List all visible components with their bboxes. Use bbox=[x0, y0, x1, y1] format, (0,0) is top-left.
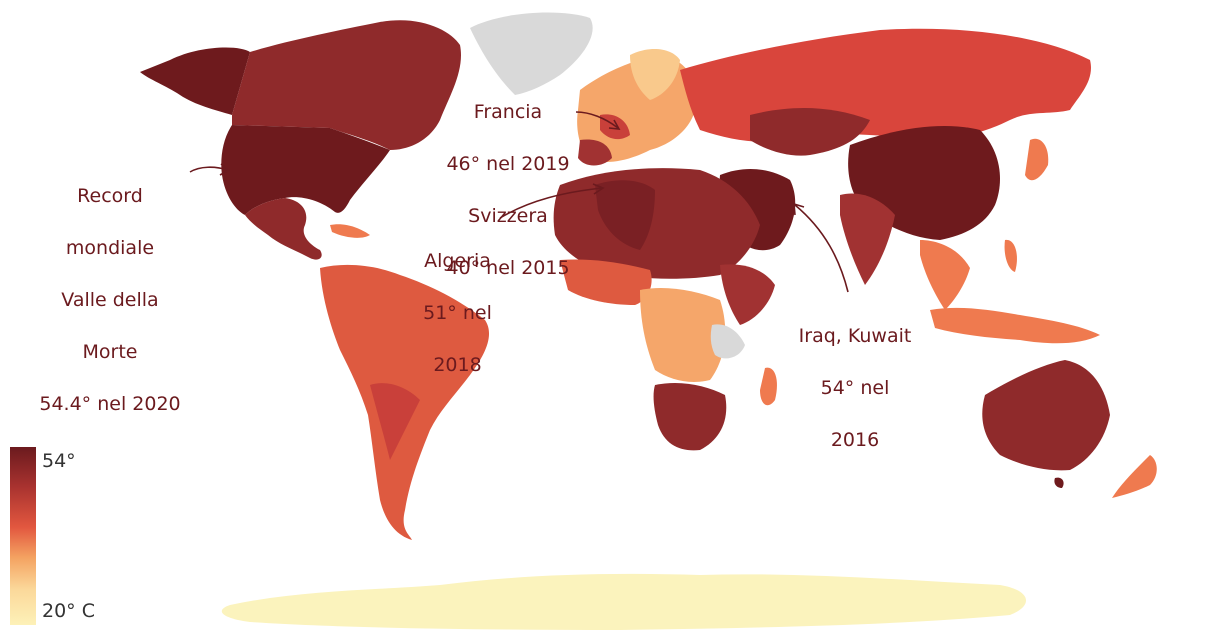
arrow-usa bbox=[189, 166, 229, 173]
tanzania-nodata bbox=[710, 324, 745, 359]
annotation-algeria-line-1: Algeria bbox=[424, 250, 491, 272]
annotation-algeria-line-3: 2018 bbox=[433, 354, 482, 376]
color-legend-bar bbox=[10, 447, 36, 625]
tasmania bbox=[1054, 477, 1064, 488]
australia bbox=[982, 360, 1110, 471]
southern-africa bbox=[653, 383, 727, 451]
annotation-algeria: Algeria 51° nel 2018 bbox=[400, 222, 515, 404]
annotation-algeria-line-2: 51° nel bbox=[423, 302, 492, 324]
annotation-iraq: Iraq, Kuwait 54° nel 2016 bbox=[785, 297, 925, 479]
arrow-algeria bbox=[499, 187, 603, 219]
legend-min-label: 20° C bbox=[42, 600, 95, 622]
brazil-darker bbox=[370, 383, 420, 460]
annotation-usa-line-5: 54.4° nel 2020 bbox=[39, 393, 181, 415]
india bbox=[840, 193, 895, 285]
japan bbox=[1025, 138, 1049, 181]
legend-max-label: 54° bbox=[42, 450, 76, 472]
se-asia bbox=[920, 240, 970, 310]
arrowhead-iraq bbox=[793, 202, 805, 216]
madagascar bbox=[760, 367, 777, 406]
annotation-europe-line-3: Svizzera bbox=[468, 205, 548, 227]
annotation-usa-line-4: Morte bbox=[82, 341, 138, 363]
usa bbox=[221, 125, 390, 215]
annotation-arrows bbox=[189, 111, 849, 293]
greenland bbox=[470, 12, 593, 96]
central-asia bbox=[750, 108, 870, 156]
scandinavia bbox=[630, 48, 680, 100]
annotation-usa-line-3: Valle della bbox=[61, 289, 159, 311]
antarctica bbox=[221, 573, 1027, 630]
annotation-iraq-line-3: 2016 bbox=[830, 429, 880, 451]
arrow-iraq bbox=[794, 204, 849, 293]
arrowhead-usa bbox=[219, 163, 231, 176]
annotation-iraq-line-2: 54° nel bbox=[820, 377, 890, 399]
annotation-europe-line-4: 40° nel 2015 bbox=[446, 257, 570, 279]
iberia bbox=[578, 139, 612, 166]
indonesia bbox=[930, 307, 1100, 344]
canada bbox=[232, 20, 461, 150]
russia bbox=[680, 28, 1091, 142]
arrowhead-algeria bbox=[592, 183, 605, 195]
algeria bbox=[595, 180, 655, 250]
annotation-usa-line-1: Record bbox=[77, 185, 143, 207]
annotation-iraq-line-1: Iraq, Kuwait bbox=[798, 325, 912, 347]
west-africa bbox=[560, 259, 652, 305]
new-zealand bbox=[1112, 455, 1157, 498]
philippines bbox=[1004, 239, 1017, 272]
mexico bbox=[245, 198, 322, 260]
annotation-europe-line-2: 46° nel 2019 bbox=[446, 153, 570, 175]
annotation-usa: Record mondiale Valle della Morte 54.4° … bbox=[30, 157, 190, 443]
arrowhead-europe bbox=[608, 119, 621, 130]
caribbean bbox=[330, 224, 370, 238]
central-africa bbox=[640, 288, 726, 382]
annotation-usa-line-2: mondiale bbox=[65, 237, 155, 259]
arrow-europe bbox=[575, 111, 619, 129]
east-africa bbox=[720, 264, 775, 325]
annotation-europe: Francia 46° nel 2019 Svizzera 40° nel 20… bbox=[428, 73, 588, 307]
annotation-europe-line-1: Francia bbox=[473, 101, 543, 123]
alaska bbox=[140, 47, 250, 115]
